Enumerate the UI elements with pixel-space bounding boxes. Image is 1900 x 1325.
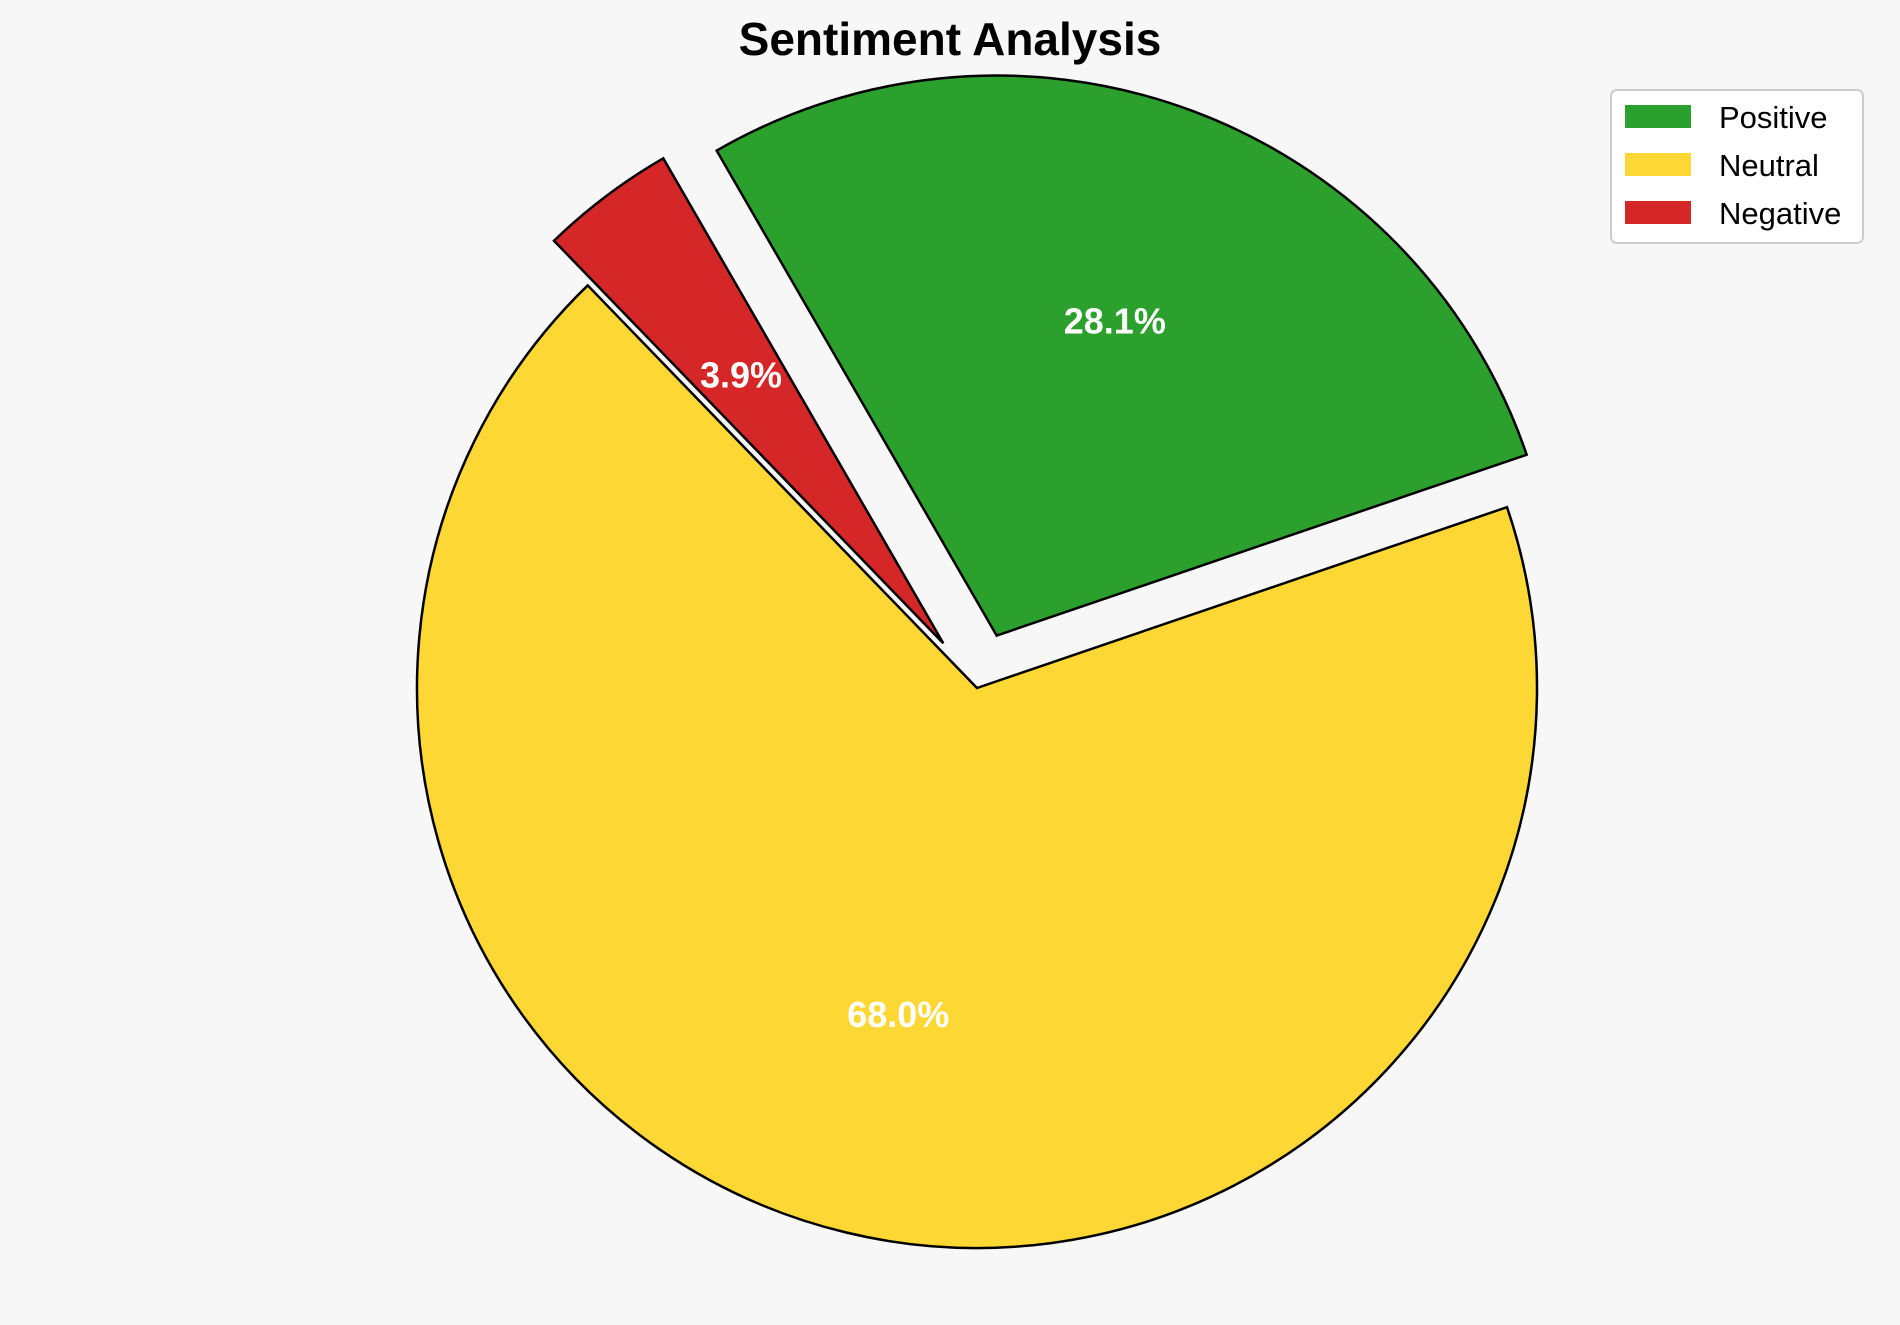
chart-title: Sentiment Analysis <box>739 13 1162 65</box>
pie-slice-neutral <box>415 283 1539 1250</box>
slice-label-negative: 3.9% <box>700 355 782 396</box>
legend-swatch-negative <box>1625 201 1691 224</box>
pie-slice-positive <box>714 74 1529 638</box>
slice-label-neutral: 68.0% <box>847 994 949 1035</box>
pie-slice-labels: 28.1% 68.0% 3.9% <box>700 301 1166 1036</box>
legend-label-positive: Positive <box>1719 100 1828 135</box>
legend-label-negative: Negative <box>1719 196 1841 231</box>
slice-label-positive: 28.1% <box>1064 301 1166 342</box>
legend-swatch-neutral <box>1625 153 1691 176</box>
legend-swatch-positive <box>1625 105 1691 128</box>
legend-label-neutral: Neutral <box>1719 148 1819 183</box>
legend: Positive Neutral Negative <box>1610 89 1864 244</box>
pie-slices <box>415 74 1539 1250</box>
pie-slice-negative <box>552 156 945 645</box>
